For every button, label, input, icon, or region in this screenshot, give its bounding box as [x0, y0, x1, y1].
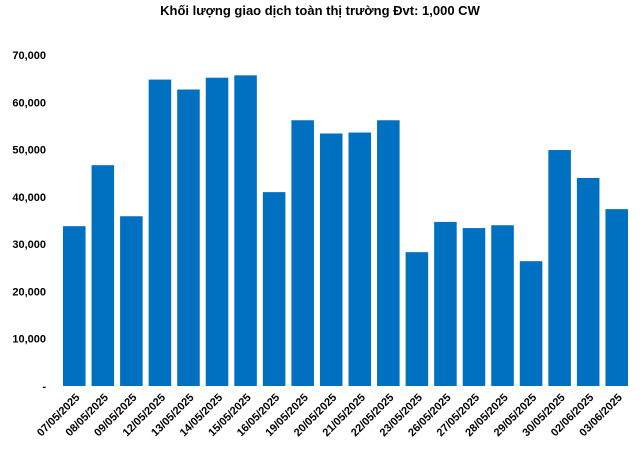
- bar: [377, 120, 400, 386]
- bar: [148, 79, 172, 386]
- bar: [491, 225, 514, 386]
- bar: [205, 77, 229, 386]
- bar: [462, 228, 486, 386]
- chart-title: Khối lượng giao dịch toàn thị trường Đvt…: [160, 3, 480, 18]
- y-tick-label: 30,000: [12, 239, 46, 251]
- y-tick-label: 20,000: [12, 286, 46, 298]
- y-axis-labels: - 10,000 20,000 30,000 40,000 50,000 60,000 70,…: [12, 50, 46, 393]
- bar: [319, 133, 343, 386]
- bar: [91, 165, 115, 386]
- bar: [434, 221, 457, 386]
- bar: [348, 132, 372, 386]
- bar: [548, 150, 571, 386]
- bar: [63, 226, 86, 386]
- bar: [576, 177, 600, 386]
- bar: [605, 209, 628, 386]
- bar: [519, 261, 543, 386]
- y-tick-label: 40,000: [12, 192, 46, 204]
- bar: [405, 252, 429, 386]
- y-tick-label: 70,000: [12, 50, 46, 62]
- bar: [291, 120, 314, 386]
- x-axis-labels: 07/05/202508/05/202509/05/202512/05/2025…: [35, 392, 625, 439]
- bar: [177, 89, 200, 387]
- bar: [120, 216, 143, 386]
- bar: [234, 75, 257, 386]
- y-tick-label: -: [42, 381, 46, 393]
- y-tick-label: 60,000: [12, 97, 46, 109]
- bar: [262, 192, 286, 386]
- bars: [63, 75, 628, 387]
- y-tick-label: 50,000: [12, 145, 46, 157]
- y-tick-label: 10,000: [12, 334, 46, 346]
